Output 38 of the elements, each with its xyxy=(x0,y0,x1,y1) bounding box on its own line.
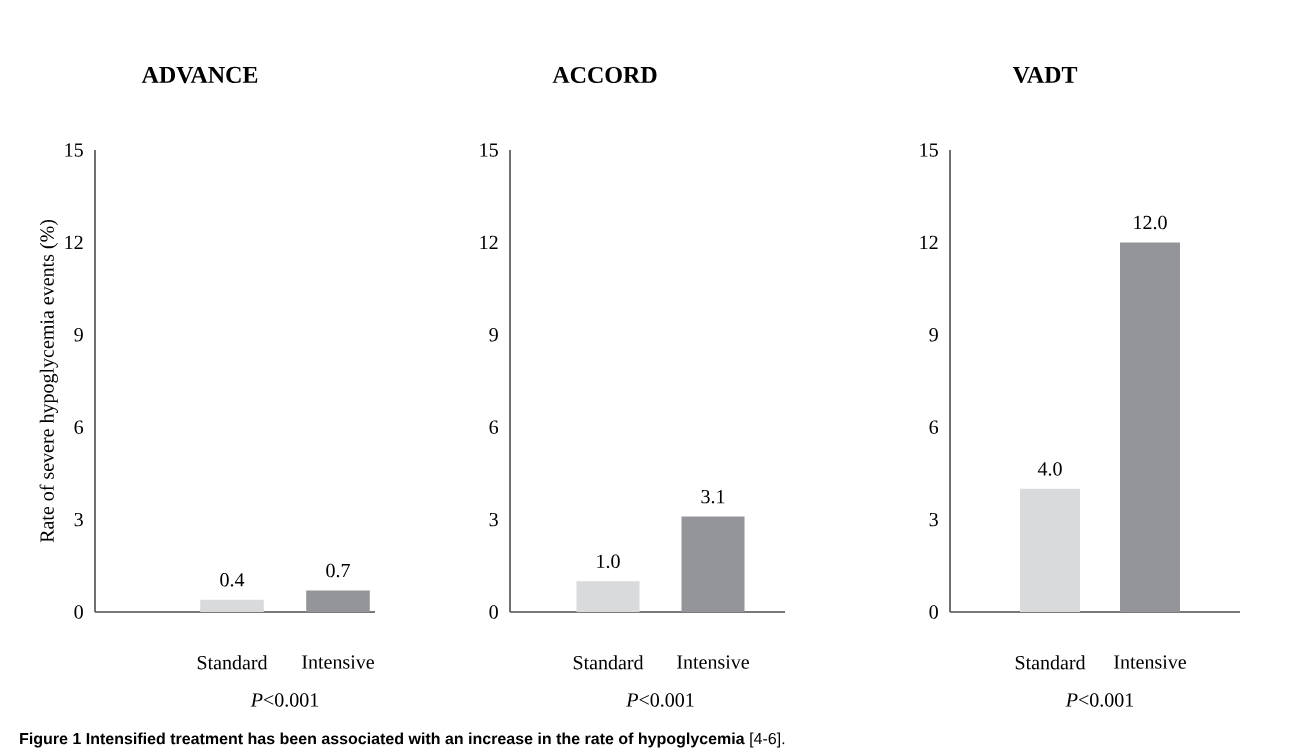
y-tick-label: 9 xyxy=(929,328,938,342)
data-label: 12.0 xyxy=(1134,215,1167,230)
x-tick-label: Standard xyxy=(573,655,644,670)
y-tick-label: 6 xyxy=(489,420,499,434)
y-axis-title: Rate of severe hypoglycemia events (%) xyxy=(39,219,58,543)
y-tick-label: 6 xyxy=(74,420,84,434)
data-label: 4.0 xyxy=(1037,462,1062,476)
y-tick-label: 6 xyxy=(929,420,939,434)
y-tick-label: 3 xyxy=(489,512,498,527)
data-label: 0.7 xyxy=(326,563,350,578)
chart-title: VADT xyxy=(1012,66,1078,84)
x-tick-label: Intensive xyxy=(1114,655,1186,669)
y-tick-label: 9 xyxy=(74,328,83,342)
x-tick-label: Standard xyxy=(197,655,268,670)
text: P<0.001 xyxy=(626,693,694,707)
y-tick-label: 12 xyxy=(920,235,938,249)
x-tick-label: Intensive xyxy=(302,655,374,669)
y-tick-label: 12 xyxy=(480,235,498,249)
chart-title: ACCORD xyxy=(552,66,657,83)
text: P<0.001 xyxy=(1065,693,1134,707)
x-tick-label: Standard xyxy=(1015,655,1086,670)
y-tick-label: 12 xyxy=(65,235,83,249)
y-tick-label: 15 xyxy=(920,143,938,157)
y-tick-label: 15 xyxy=(480,143,498,157)
data-label: 1.0 xyxy=(597,554,620,569)
text: P<0.001 xyxy=(250,693,319,707)
data-label: 0.4 xyxy=(220,572,245,587)
y-tick-label: 3 xyxy=(74,512,83,527)
y-tick-label: 0 xyxy=(929,605,938,619)
y-tick-label: 3 xyxy=(929,512,938,527)
y-tick-label: 0 xyxy=(74,605,83,619)
text: Figure 1 Intensified treatment has been associated with an increase in the rate of hypoglycemia [4-6]. xyxy=(20,732,785,748)
data-label: 3.1 xyxy=(701,489,725,504)
x-tick-label: Intensive xyxy=(677,655,749,669)
chart-title: ADVANCE xyxy=(141,66,258,84)
y-tick-label: 0 xyxy=(489,605,498,619)
y-tick-label: 9 xyxy=(489,328,498,342)
y-tick-label: 15 xyxy=(65,143,83,157)
